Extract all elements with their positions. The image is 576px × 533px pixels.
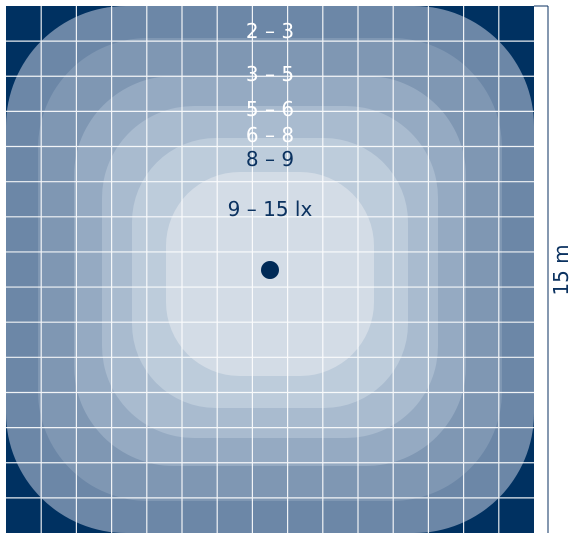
zone-label-8-9: 8 – 9 xyxy=(246,147,294,171)
zone-label-5-6: 5 – 6 xyxy=(246,97,294,121)
zone-label-2-3: 2 – 3 xyxy=(246,19,294,43)
dimension-label: 15 m xyxy=(549,244,573,295)
zone-label-6-8: 6 – 8 xyxy=(246,123,294,147)
zone-label-9-15: 9 – 15 lx xyxy=(228,197,313,221)
grid xyxy=(6,6,534,533)
zone-labels: 2 – 3 3 – 5 5 – 6 6 – 8 8 – 9 9 – 15 lx xyxy=(228,19,313,221)
luminaire-marker xyxy=(261,261,279,279)
zone-label-3-5: 3 – 5 xyxy=(246,62,294,86)
